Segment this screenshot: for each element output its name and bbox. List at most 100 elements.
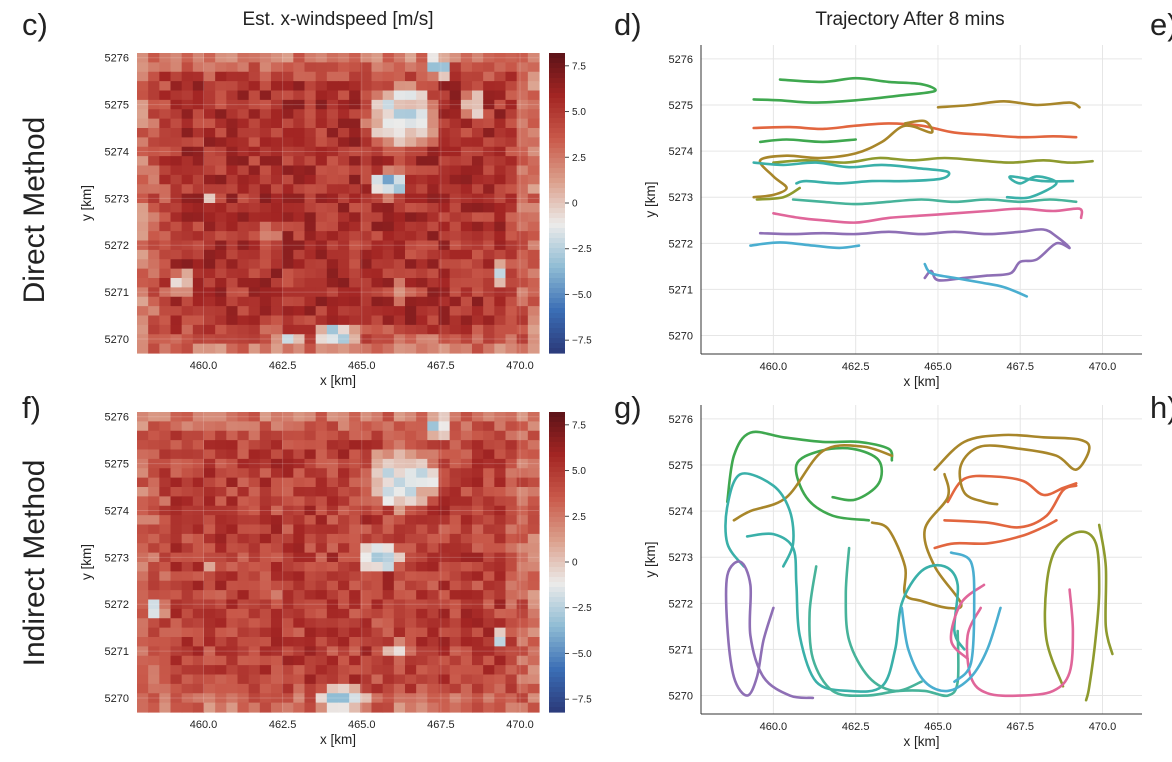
heatmap-cell: [192, 146, 205, 157]
heatmap-cell: [393, 193, 406, 204]
heatmap-cell: [472, 496, 484, 507]
heatmap-cell: [204, 315, 216, 326]
heatmap-cell: [505, 599, 518, 610]
heatmap-cell: [427, 306, 440, 317]
heatmap-cell: [137, 240, 149, 251]
heatmap-cell: [505, 278, 518, 288]
heatmap-cell: [148, 487, 160, 497]
heatmap-cell: [427, 468, 440, 479]
heatmap-cell: [393, 324, 406, 335]
heatmap-cell: [293, 156, 306, 167]
heatmap-cell: [416, 683, 428, 694]
heatmap-cell: [159, 184, 172, 195]
heatmap-cell: [170, 128, 183, 138]
heatmap-cell: [382, 477, 395, 488]
heatmap-cell: [170, 468, 183, 479]
heatmap-cell: [271, 343, 283, 354]
heatmap-cell: [438, 90, 451, 101]
heatmap-cell: [371, 683, 384, 694]
heatmap-cell: [338, 533, 350, 544]
heatmap-cell: [438, 278, 451, 288]
heatmap-cell: [304, 287, 317, 298]
heatmap-cell: [282, 137, 294, 148]
heatmap-cell: [237, 515, 250, 526]
trajectory-line: [749, 241, 861, 250]
heatmap-cell: [271, 440, 283, 451]
heatmap-cell: [382, 618, 395, 629]
heatmap-cell: [293, 505, 306, 516]
heatmap-cell: [449, 608, 462, 619]
heatmap-cell: [360, 571, 373, 582]
heatmap-cell: [360, 128, 373, 138]
heatmap-cell: [505, 221, 518, 232]
heatmap-cell: [293, 240, 306, 251]
heatmap-cell: [170, 306, 183, 317]
heatmap-cell: [472, 240, 484, 251]
y-tick-label: 5272: [669, 238, 693, 250]
heatmap-cell: [360, 174, 373, 185]
heatmap-cell: [326, 683, 339, 694]
heatmap-cell: [483, 674, 495, 685]
heatmap-cell: [148, 477, 160, 488]
heatmap-cell: [527, 212, 540, 223]
colorbar-segment: [549, 183, 565, 189]
heatmap-cell: [438, 505, 451, 516]
heatmap-cell: [282, 608, 294, 619]
heatmap-cell: [349, 249, 361, 260]
x-tick-label: 462.5: [842, 361, 870, 373]
heatmap-cell: [271, 137, 283, 148]
panel-letter-e: e): [1150, 7, 1172, 42]
heatmap-cell: [137, 137, 149, 148]
heatmap-cell: [170, 449, 183, 460]
heatmap-cell: [505, 296, 518, 307]
heatmap-cell: [460, 430, 473, 441]
colorbar-segment: [549, 248, 565, 254]
heatmap-cell: [215, 343, 227, 354]
heatmap-cell: [427, 674, 440, 685]
heatmap-cell: [248, 212, 261, 223]
x-tick-label: 470.0: [1089, 721, 1117, 733]
heatmap-cell: [349, 599, 361, 610]
heatmap-cell: [204, 543, 216, 554]
heatmap-cell: [393, 674, 406, 685]
heatmap-cell: [137, 627, 149, 638]
heatmap-cell: [371, 412, 384, 422]
heatmap-cell: [271, 599, 283, 610]
heatmap-cell: [438, 515, 451, 526]
heatmap-cell: [527, 174, 540, 185]
heatmap-cell: [293, 146, 306, 157]
heatmap-cell: [472, 608, 484, 619]
colorbar-segment: [549, 702, 565, 708]
heatmap-cell: [181, 184, 194, 195]
heatmap-cell: [449, 259, 462, 270]
heatmap-cell: [326, 221, 339, 232]
heatmap-cell: [192, 683, 205, 694]
heatmap-cell: [427, 165, 440, 176]
heatmap-cell: [271, 608, 283, 619]
trajectory-line: [870, 472, 963, 610]
trajectory-direct: 460.0 462.5 465.0 467.5 470.0527052715272527…: [643, 45, 1142, 389]
heatmap-cell: [449, 109, 462, 120]
heatmap-cell: [393, 278, 406, 288]
heatmap-cell: [472, 128, 484, 138]
heatmap-cell: [215, 240, 227, 251]
heatmap-cell: [427, 655, 440, 666]
heatmap-cell: [293, 99, 306, 110]
heatmap-cell: [237, 468, 250, 479]
heatmap-cell: [483, 487, 495, 497]
heatmap-cell: [237, 440, 250, 451]
heatmap-cell: [237, 128, 250, 138]
y-tick-label: 5270: [669, 691, 693, 703]
heatmap-cell: [349, 665, 361, 676]
heatmap-cell: [148, 62, 160, 73]
heatmap-cell: [170, 99, 183, 110]
heatmap-cell: [371, 249, 384, 260]
heatmap-cell: [293, 571, 306, 582]
heatmap-cell: [460, 580, 473, 591]
heatmap-cell: [293, 477, 306, 488]
heatmap-cell: [215, 449, 227, 460]
heatmap-cell: [382, 184, 395, 195]
heatmap-cell: [137, 249, 149, 260]
heatmap-cell: [326, 53, 339, 63]
heatmap-cell: [460, 665, 473, 676]
